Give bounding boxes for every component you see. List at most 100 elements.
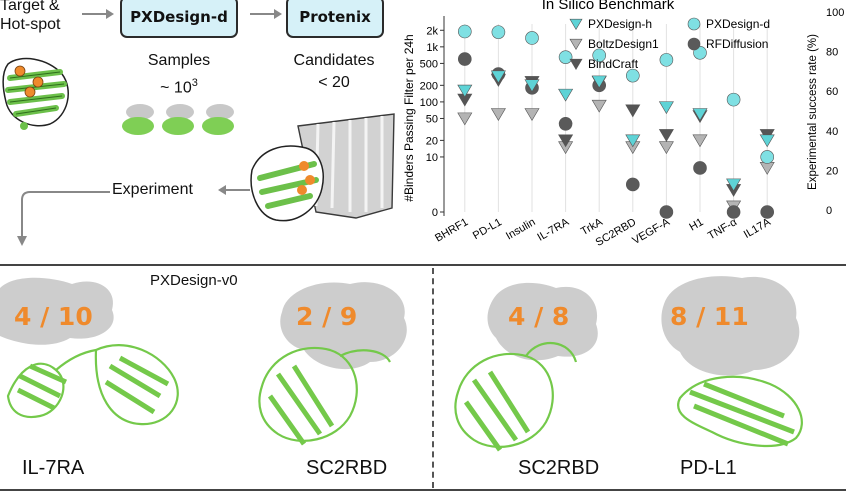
target-label: Target & Hot-spot <box>0 0 64 34</box>
panel-1-score: 4 / 10 <box>14 302 93 331</box>
panel-4-target-name: PD-L1 <box>680 457 737 479</box>
sample-2 <box>162 104 194 135</box>
point-rfdiffusion-9 <box>760 205 775 219</box>
point-rfdiffusion-8 <box>726 205 741 219</box>
panel-2-score: 2 / 9 <box>296 302 358 331</box>
chart-title: In Silico Benchmark <box>542 0 675 13</box>
legend-label-bindcraft: BindCraft <box>588 57 639 71</box>
x-tick-label: PD-L1 <box>471 216 504 242</box>
y2-tick-label: 40 <box>826 126 838 138</box>
legend-marker-pxdesign-h <box>569 18 583 30</box>
protenix-label: Protenix <box>299 8 371 26</box>
point-pxdesign-h-0 <box>457 84 473 98</box>
y-tick-label: 500 <box>420 58 438 70</box>
in-silico-benchmark-chart: In Silico Benchmark #Binders Passing Fil… <box>402 0 844 249</box>
y-tick-label: 200 <box>420 80 438 92</box>
point-rfdiffusion-3 <box>558 117 573 131</box>
sample-3 <box>202 104 234 135</box>
y-tick-label: 10 <box>426 152 438 164</box>
point-bindcraft-3 <box>558 134 574 148</box>
legend-label-rfdiffusion: RFDiffusion <box>706 37 768 51</box>
panel-4-binder <box>677 375 803 448</box>
point-pxdesign-h-8 <box>726 178 742 192</box>
samples-exponent: 3 <box>191 77 198 89</box>
panel-4-target-surface <box>661 276 800 376</box>
point-pxdesign-h-4 <box>591 75 607 89</box>
y2-tick-label: 80 <box>826 47 838 59</box>
legend-label-pxdesign-h: PXDesign-h <box>588 17 652 31</box>
point-boltzdesign1-9 <box>759 162 775 175</box>
y-tick-label: 20 <box>426 135 438 147</box>
x-tick-label: BHRF1 <box>433 216 470 244</box>
samples-count: ~ 103 <box>120 72 238 99</box>
x-tick-label: H1 <box>687 216 705 233</box>
point-pxdesign-d-8 <box>726 92 741 107</box>
panel-2-binder <box>258 346 391 446</box>
y-tick-label: 0 <box>432 207 438 219</box>
panel-3-target-surface <box>487 282 598 361</box>
point-pxdesign-d-2 <box>525 31 539 45</box>
panel-dashed-divider <box>432 268 434 488</box>
point-boltzdesign1-6 <box>658 141 674 155</box>
legend-label-boltzdesign1: BoltzDesign1 <box>588 37 659 51</box>
x-tick-label: IL17A <box>742 216 773 241</box>
section-divider-top <box>0 264 846 266</box>
x-tick-label: Insulin <box>504 216 538 242</box>
target-label-line1: Target & <box>0 0 60 14</box>
y2-tick-label: 0 <box>826 205 832 217</box>
y2-tick-label: 100 <box>826 7 844 19</box>
point-pxdesign-h-2 <box>524 79 540 93</box>
y2-tick-label: 20 <box>826 165 838 177</box>
point-boltzdesign1-0 <box>457 112 473 126</box>
point-pxdesign-d-3 <box>558 50 573 64</box>
protenix-box: Protenix <box>286 0 384 38</box>
y-tick-label: 50 <box>426 113 438 125</box>
point-rfdiffusion-5 <box>626 177 640 192</box>
legend-marker-bindcraft <box>569 58 583 70</box>
candidate-complex-illustration <box>250 113 395 222</box>
x-tick-label: IL-7RA <box>535 216 571 244</box>
legend-marker-pxdesign-d <box>687 17 701 31</box>
sample-1 <box>122 104 154 135</box>
arrow-target-to-design <box>82 9 114 19</box>
y2-axis-label: Experimental success rate (%) <box>807 34 819 190</box>
samples-illustration <box>122 104 234 135</box>
point-boltzdesign1-1 <box>490 108 506 122</box>
point-pxdesign-d-0 <box>458 24 472 39</box>
y-tick-label: 2k <box>426 25 438 37</box>
y-tick-label: 100 <box>420 97 438 109</box>
point-pxdesign-d-9 <box>760 150 775 164</box>
panel-3-binder <box>454 341 578 452</box>
legend-label-pxdesign-d: PXDesign-d <box>706 17 770 31</box>
pxdesign-v0-label: PXDesign-v0 <box>150 272 238 289</box>
x-tick-label: VEGF-A <box>630 216 672 247</box>
point-boltzdesign1-2 <box>524 108 540 122</box>
arrow-to-experiment <box>218 185 250 195</box>
point-boltzdesign1-4 <box>591 99 607 113</box>
point-pxdesign-h-5 <box>625 134 641 148</box>
y2-tick-label: 60 <box>826 86 838 98</box>
legend-marker-boltzdesign1 <box>569 38 583 50</box>
point-pxdesign-h-7 <box>692 108 708 122</box>
point-rfdiffusion-7 <box>693 161 707 175</box>
point-pxdesign-h-9 <box>759 134 775 148</box>
experiment-label: Experiment <box>112 181 193 198</box>
point-pxdesign-h-3 <box>558 88 574 102</box>
point-pxdesign-d-4 <box>592 48 606 63</box>
samples-label: Samples ~ 103 <box>120 50 238 99</box>
panel-3-score: 4 / 8 <box>508 302 570 331</box>
samples-value: ~ 10 <box>160 79 192 97</box>
pxdesign-d-label: PXDesign-d <box>130 8 228 26</box>
candidates-label: Candidates < 20 <box>272 50 396 94</box>
panel-2-target-name: SC2RBD <box>306 457 388 479</box>
pxdesign-d-box: PXDesign-d <box>120 0 238 38</box>
point-pxdesign-d-6 <box>659 53 674 67</box>
point-pxdesign-h-6 <box>658 101 674 115</box>
result-structures <box>0 276 803 452</box>
panel-4-score: 8 / 11 <box>670 302 749 331</box>
legend-marker-rfdiffusion <box>687 37 701 51</box>
x-tick-label: TNF-α <box>706 216 740 242</box>
point-bindcraft-6 <box>658 129 674 142</box>
point-boltzdesign1-7 <box>692 134 708 148</box>
point-rfdiffusion-0 <box>458 52 472 66</box>
